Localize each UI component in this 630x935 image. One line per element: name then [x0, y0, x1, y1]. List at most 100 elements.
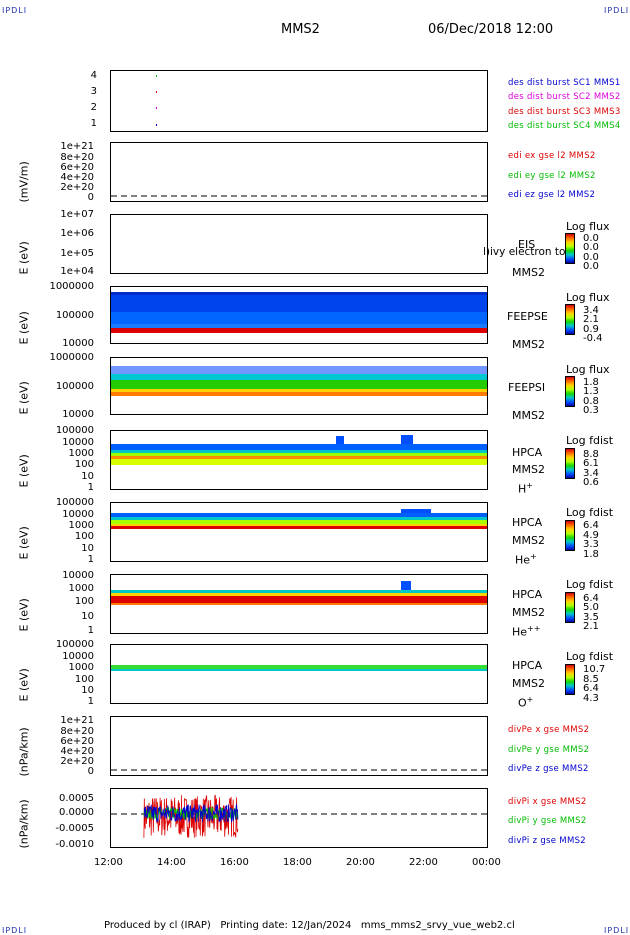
- hpca-he-sc: MMS2: [512, 534, 545, 547]
- divpi-legend-x: divPi x gse MMS2: [508, 797, 587, 807]
- hpca-h-colorbar: [565, 448, 575, 479]
- hpca-h-species-charge: +: [526, 481, 533, 490]
- hpca-h-spectrogram: [111, 435, 487, 465]
- hpca-o-tick-4: 10: [81, 685, 94, 696]
- eis-tick-3: 1e+04: [60, 266, 94, 277]
- hpca-he-tick-3: 100: [74, 531, 94, 542]
- corner-label-br: IPDLI: [604, 926, 630, 935]
- edi-zero-line: [111, 195, 489, 197]
- eis-cbar-v1: 0.0: [583, 242, 599, 253]
- dist-legend-4: des dist burst SC4 MMS4: [508, 121, 621, 131]
- edi-ylabel: (mV/m): [17, 161, 31, 203]
- dist-tick-3: 3: [90, 86, 97, 97]
- hpca-he2-species: He++: [512, 624, 540, 639]
- hpca-o-tick-1: 10000: [62, 651, 94, 662]
- corner-label-tr: IPDLI: [604, 6, 630, 15]
- hpca-h-tick-2: 1000: [68, 448, 94, 459]
- hpca-he-tick-0: 100000: [55, 497, 94, 508]
- edi-tick-5: 0: [87, 192, 94, 203]
- hpca-he-species-charge: +: [530, 552, 537, 561]
- divpe-legend-y: divPe y gse MMS2: [508, 745, 590, 755]
- hpca-he2-colorbar: [565, 592, 575, 623]
- hpca-h-cbar-title: Log fdist: [566, 434, 614, 447]
- edi-legend-x: edi ex gse l2 MMS2: [508, 151, 596, 161]
- divpi-tick-2: -0.0005: [55, 823, 94, 834]
- panel-hpca-h: [110, 430, 488, 490]
- hpca-he2-ylabel: E (eV): [17, 598, 31, 632]
- hpca-he-cbar-v1: 4.9: [583, 530, 599, 541]
- feepse-cbar-v0: 3.4: [583, 305, 599, 316]
- footer-text: Produced by cl (IRAP) Printing date: 12/…: [104, 920, 515, 931]
- feepse-sc: MMS2: [512, 338, 545, 351]
- hpca-he2-cbar-v1: 5.0: [583, 602, 599, 613]
- hpca-o-species-charge: +: [526, 695, 534, 704]
- hpca-h-cbar-v3: 0.6: [583, 477, 599, 488]
- feepsi-tick-2: 10000: [62, 409, 94, 420]
- hpca-o-cbar-v3: 4.3: [583, 693, 599, 704]
- hpca-h-cbar-v2: 3.4: [583, 468, 599, 479]
- hpca-h-tick-0: 100000: [55, 425, 94, 436]
- hpca-h-instrument: HPCA: [512, 446, 543, 459]
- hpca-o-tick-3: 100: [74, 674, 94, 685]
- hpca-o-cbar-v0: 10.7: [583, 664, 606, 675]
- feepsi-cbar-title: Log flux: [566, 363, 610, 376]
- xtick-2: 16:00: [220, 857, 249, 868]
- panel-hpca-o: [110, 644, 488, 704]
- xtick-6: 00:00: [472, 857, 501, 868]
- eis-sc: MMS2: [512, 266, 545, 279]
- divpe-tick-2: 6e+20: [60, 736, 94, 747]
- hpca-o-species: O+: [518, 695, 533, 710]
- panel-edi: [110, 142, 489, 202]
- eis-cbar-v0: 0.0: [583, 233, 599, 244]
- edi-tick-4: 2e+20: [60, 182, 94, 193]
- eis-tick-1: 1e+06: [60, 228, 94, 239]
- divpi-series-z: [143, 803, 239, 823]
- panel-divpi: [110, 788, 489, 848]
- feepse-cbar-v2: 0.9: [583, 324, 599, 335]
- edi-legend-z: edi ez gse l2 MMS2: [508, 190, 596, 200]
- divpe-zero-line: [111, 769, 489, 771]
- xtick-4: 20:00: [346, 857, 375, 868]
- feepsi-tick-0: 1000000: [49, 352, 94, 363]
- divpi-legend-y: divPi y gse MMS2: [508, 816, 587, 826]
- hpca-he-tick-2: 1000: [68, 520, 94, 531]
- dist-tick-1: 1: [90, 118, 97, 129]
- divpi-tick-0: 0.0005: [59, 793, 94, 804]
- eis-cbar-title: Log flux: [566, 220, 610, 233]
- divpi-plot: [111, 794, 489, 838]
- panel-eis: [110, 214, 488, 274]
- feepse-ylabel: E (eV): [17, 311, 31, 345]
- hpca-he2-species-name: He: [512, 625, 528, 639]
- dist-legend-1: des dist burst SC1 MMS1: [508, 78, 621, 88]
- feepsi-tick-1: 100000: [55, 381, 94, 392]
- hpca-h-cbar-v0: 8.8: [583, 449, 599, 460]
- edi-tick-3: 4e+20: [60, 172, 94, 183]
- panel-dist: [110, 70, 488, 132]
- hpca-he2-tick-3: 10: [81, 611, 94, 622]
- divpe-tick-5: 0: [87, 766, 94, 777]
- hpca-he2-tick-0: 10000: [62, 570, 94, 581]
- xtick-1: 14:00: [157, 857, 186, 868]
- hpca-o-ylabel: E (eV): [17, 668, 31, 702]
- feepsi-ylabel: E (eV): [17, 381, 31, 415]
- hpca-he-cbar-v2: 3.3: [583, 539, 599, 550]
- divpi-tick-3: -0.0010: [55, 839, 94, 850]
- hpca-h-tick-3: 100: [74, 459, 94, 470]
- panel-hpca-he2: [110, 574, 488, 634]
- hpca-o-colorbar: [565, 664, 575, 695]
- eis-cbar-v2: 0.0: [583, 252, 599, 263]
- hpca-he-cbar-v0: 6.4: [583, 520, 599, 531]
- eis-cbar-v3: 0.0: [583, 261, 599, 272]
- eis-colorbar: [565, 233, 575, 264]
- dist-tick-2: 2: [90, 102, 97, 113]
- hpca-o-spectrogram: [111, 665, 487, 671]
- hpca-he-tick-5: 1: [87, 554, 94, 565]
- hpca-he-cbar-v3: 1.8: [583, 549, 599, 560]
- hpca-he2-tick-2: 100: [74, 596, 94, 607]
- hpca-o-cbar-v1: 8.5: [583, 674, 599, 685]
- hpca-he-instrument: HPCA: [512, 516, 543, 529]
- hpca-h-species-name: H: [518, 482, 527, 496]
- hpca-he-spectrogram: [111, 509, 487, 529]
- feepse-tick-0: 1000000: [49, 281, 94, 292]
- divpe-tick-3: 4e+20: [60, 746, 94, 757]
